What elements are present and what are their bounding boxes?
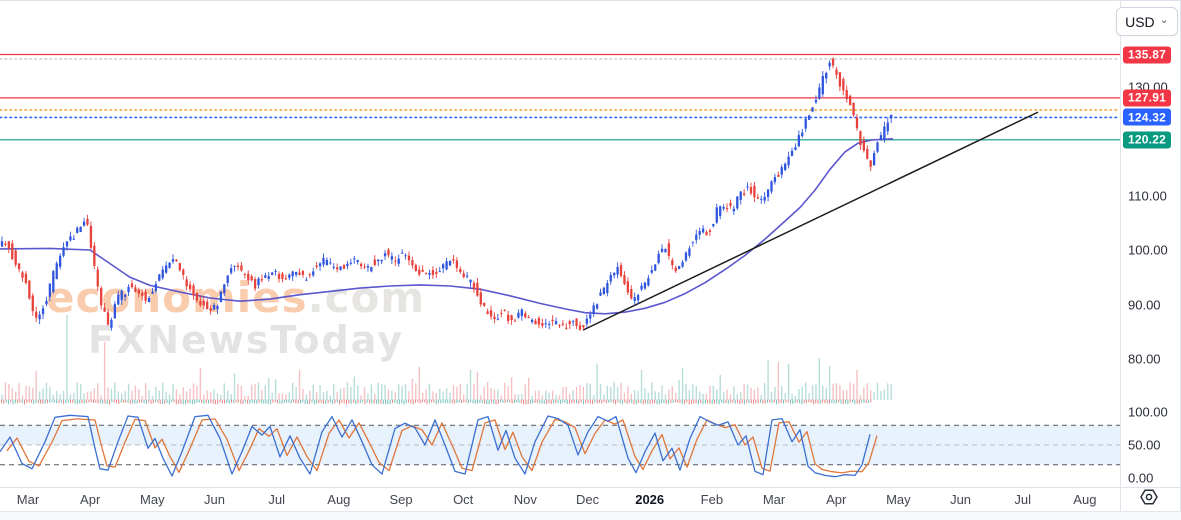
currency-selector[interactable]: USD ⌄ (1116, 7, 1178, 36)
time-axis-label: Apr (826, 492, 847, 507)
time-axis-label: May (140, 492, 165, 507)
settings-icon[interactable] (1138, 487, 1160, 507)
bottom-margin-band (0, 512, 1181, 520)
time-axis-separator (0, 487, 1181, 488)
time-axis-label: Jun (204, 492, 225, 507)
watermark-brand: economies (46, 273, 308, 322)
moving-average-line (0, 138, 894, 315)
time-axis-label: May (886, 492, 911, 507)
oscillator-scale-label: 100.00 (1128, 404, 1168, 420)
time-axis-label: Aug (327, 492, 351, 507)
time-axis-label: Aug (1073, 492, 1097, 507)
price-scale-label: 110.00 (1128, 188, 1167, 203)
widget-bottom-border (0, 511, 1181, 512)
time-axis-label: Apr (80, 492, 101, 507)
svg-text:economies.com: economies.com (46, 273, 425, 322)
time-axis-label: Mar (762, 492, 786, 507)
price-level-badge: 124.32 (1123, 108, 1171, 126)
watermark: economies.com FXNewsToday (46, 273, 425, 362)
time-axis-label: Feb (700, 492, 724, 507)
stochastic-oscillator-panel (0, 414, 1120, 478)
time-axis-label: Nov (513, 492, 537, 507)
time-axis-label: Oct (453, 492, 474, 507)
price-scale-label: 80.00 (1128, 351, 1161, 367)
oscillator-scale-label: 0.00 (1128, 470, 1154, 486)
tick-strip (1, 399, 872, 405)
trendline[interactable] (582, 111, 1039, 331)
chevron-down-icon: ⌄ (1159, 14, 1169, 26)
price-level-badge: 127.91 (1123, 89, 1171, 107)
time-axis-label: Mar (16, 492, 40, 507)
time-axis-label: 2026 (635, 492, 665, 507)
oscillator-scale-label: 50.00 (1128, 437, 1161, 453)
time-axis-label: Jul (268, 492, 285, 507)
price-level-lines[interactable] (0, 53, 1120, 141)
time-axis-label: Jul (1014, 492, 1032, 507)
time-axis-label: Sep (389, 492, 413, 507)
currency-label: USD (1125, 13, 1155, 30)
price-scale-separator (1120, 0, 1121, 512)
watermark-brand-suffix: .com (308, 273, 425, 322)
volume-histogram (1, 315, 892, 400)
price-level-badge: 120.22 (1123, 131, 1171, 149)
watermark-subtitle: FXNewsToday (88, 318, 404, 362)
price-level-badge: 135.87 (1123, 46, 1171, 63)
chart-canvas[interactable]: economies.com FXNewsToday (0, 0, 1120, 512)
price-scale-label: 100.00 (1128, 242, 1168, 258)
candlestick-series (0, 57, 893, 331)
time-axis-label: Jun (950, 492, 972, 507)
time-axis-label: Dec (575, 492, 600, 507)
stochastic-k-line (0, 414, 871, 478)
price-scale-label: 90.00 (1128, 297, 1161, 312)
widget-top-border (0, 0, 1181, 1)
